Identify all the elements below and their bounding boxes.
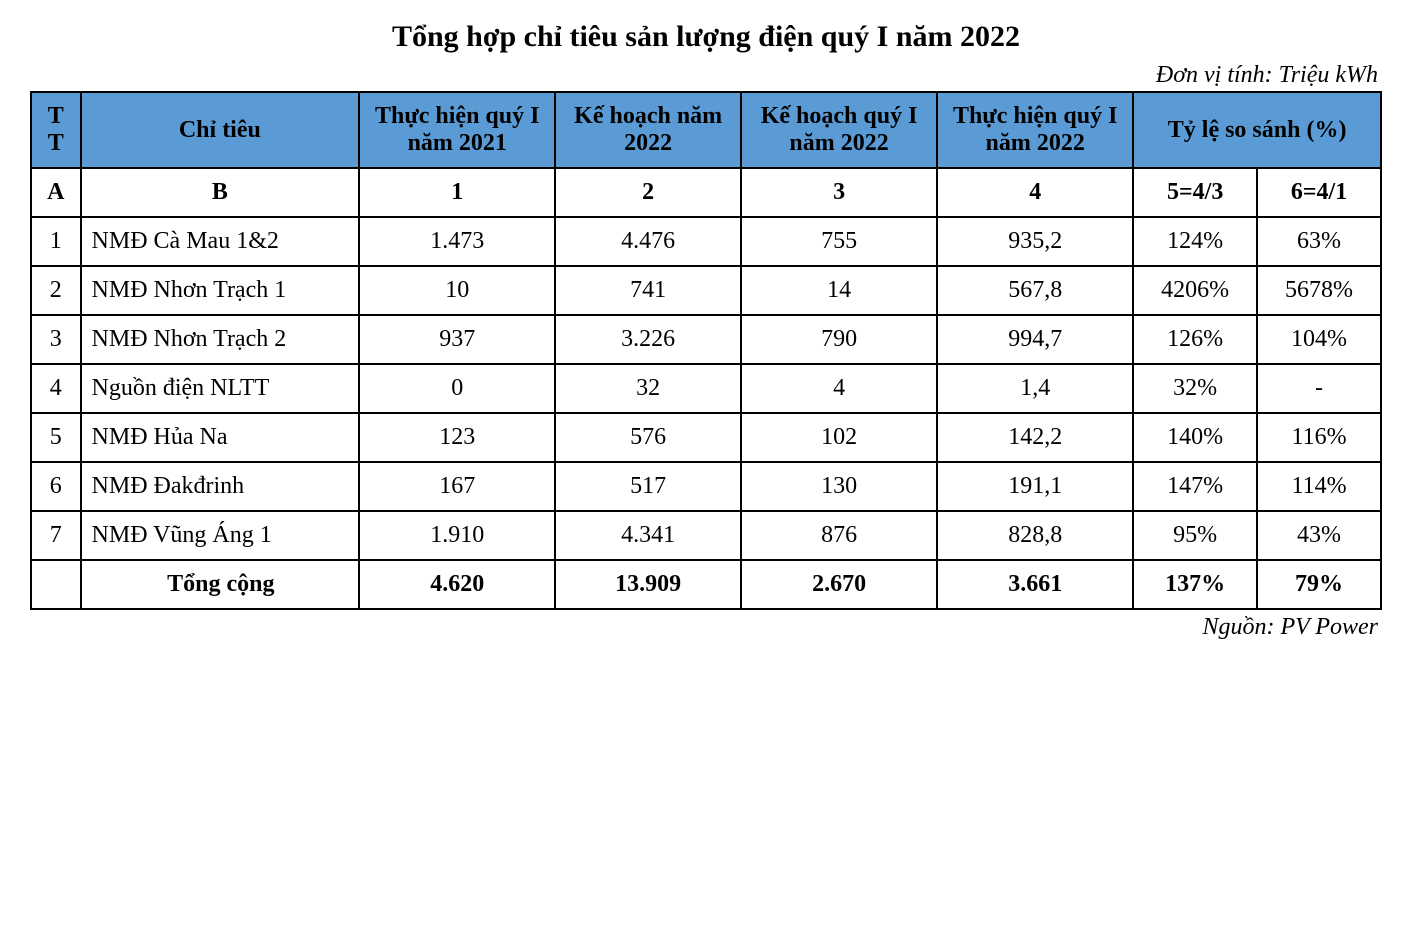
total-name: Tổng cộng (81, 560, 360, 609)
cell-name: NMĐ Nhơn Trạch 1 (81, 266, 360, 315)
cell-c1: 123 (359, 413, 555, 462)
sub-header-row: A B 1 2 3 4 5=4/3 6=4/1 (31, 168, 1381, 217)
col-ratio-header: Tỷ lệ so sánh (%) (1133, 92, 1381, 168)
cell-c6: 5678% (1257, 266, 1381, 315)
total-c5: 137% (1133, 560, 1257, 609)
cell-c4: 567,8 (937, 266, 1133, 315)
col-c1-header: Thực hiện quý I năm 2021 (359, 92, 555, 168)
col-c4-header: Thực hiện quý I năm 2022 (937, 92, 1133, 168)
table-row: 3NMĐ Nhơn Trạch 29373.226790994,7126%104… (31, 315, 1381, 364)
table-row: 2NMĐ Nhơn Trạch 11074114567,84206%5678% (31, 266, 1381, 315)
table-row: 4Nguồn điện NLTT03241,432%- (31, 364, 1381, 413)
cell-c2: 741 (555, 266, 741, 315)
cell-c3: 755 (741, 217, 937, 266)
col-c2-header: Kế hoạch năm 2022 (555, 92, 741, 168)
col-name-header: Chỉ tiêu (81, 92, 360, 168)
cell-name: NMĐ Cà Mau 1&2 (81, 217, 360, 266)
table-row: 5NMĐ Hủa Na123576102142,2140%116% (31, 413, 1381, 462)
sub-c2: 2 (555, 168, 741, 217)
page-title: Tổng hợp chỉ tiêu sản lượng điện quý I n… (30, 20, 1382, 54)
source-label: Nguồn: PV Power (30, 614, 1382, 641)
cell-c1: 167 (359, 462, 555, 511)
cell-c1: 937 (359, 315, 555, 364)
cell-name: Nguồn điện NLTT (81, 364, 360, 413)
cell-tt: 5 (31, 413, 81, 462)
cell-c2: 4.476 (555, 217, 741, 266)
cell-c6: 43% (1257, 511, 1381, 560)
cell-c5: 124% (1133, 217, 1257, 266)
cell-tt: 3 (31, 315, 81, 364)
table-row: 1NMĐ Cà Mau 1&21.4734.476755935,2124%63% (31, 217, 1381, 266)
cell-c3: 876 (741, 511, 937, 560)
cell-name: NMĐ Đakđrinh (81, 462, 360, 511)
cell-c5: 4206% (1133, 266, 1257, 315)
cell-c2: 3.226 (555, 315, 741, 364)
cell-c3: 130 (741, 462, 937, 511)
col-c3-header: Kế hoạch quý I năm 2022 (741, 92, 937, 168)
cell-c4: 994,7 (937, 315, 1133, 364)
cell-c6: 63% (1257, 217, 1381, 266)
cell-c1: 1.910 (359, 511, 555, 560)
cell-tt: 7 (31, 511, 81, 560)
cell-tt: 4 (31, 364, 81, 413)
data-table: TT Chỉ tiêu Thực hiện quý I năm 2021 Kế … (30, 91, 1382, 610)
cell-c1: 0 (359, 364, 555, 413)
total-c3: 2.670 (741, 560, 937, 609)
total-c1: 4.620 (359, 560, 555, 609)
table-body: A B 1 2 3 4 5=4/3 6=4/1 1NMĐ Cà Mau 1&21… (31, 168, 1381, 609)
cell-c3: 102 (741, 413, 937, 462)
total-c4: 3.661 (937, 560, 1133, 609)
cell-c1: 10 (359, 266, 555, 315)
cell-name: NMĐ Hủa Na (81, 413, 360, 462)
cell-c3: 790 (741, 315, 937, 364)
cell-c4: 828,8 (937, 511, 1133, 560)
total-tt (31, 560, 81, 609)
cell-c6: 104% (1257, 315, 1381, 364)
cell-name: NMĐ Nhơn Trạch 2 (81, 315, 360, 364)
cell-c2: 4.341 (555, 511, 741, 560)
sub-c4: 4 (937, 168, 1133, 217)
table-row: 7NMĐ Vũng Áng 11.9104.341876828,895%43% (31, 511, 1381, 560)
cell-c5: 140% (1133, 413, 1257, 462)
table-header: TT Chỉ tiêu Thực hiện quý I năm 2021 Kế … (31, 92, 1381, 168)
cell-c4: 142,2 (937, 413, 1133, 462)
cell-c5: 147% (1133, 462, 1257, 511)
sub-c6: 6=4/1 (1257, 168, 1381, 217)
sub-c3: 3 (741, 168, 937, 217)
cell-name: NMĐ Vũng Áng 1 (81, 511, 360, 560)
cell-c5: 95% (1133, 511, 1257, 560)
cell-c4: 1,4 (937, 364, 1133, 413)
cell-tt: 2 (31, 266, 81, 315)
cell-c4: 935,2 (937, 217, 1133, 266)
cell-tt: 1 (31, 217, 81, 266)
cell-c2: 576 (555, 413, 741, 462)
cell-c1: 1.473 (359, 217, 555, 266)
cell-tt: 6 (31, 462, 81, 511)
sub-c5: 5=4/3 (1133, 168, 1257, 217)
cell-c2: 517 (555, 462, 741, 511)
cell-c2: 32 (555, 364, 741, 413)
total-c6: 79% (1257, 560, 1381, 609)
cell-c6: - (1257, 364, 1381, 413)
col-tt-header: TT (31, 92, 81, 168)
cell-c3: 14 (741, 266, 937, 315)
sub-tt: A (31, 168, 81, 217)
cell-c5: 126% (1133, 315, 1257, 364)
unit-label: Đơn vị tính: Triệu kWh (30, 62, 1382, 89)
cell-c3: 4 (741, 364, 937, 413)
total-c2: 13.909 (555, 560, 741, 609)
table-row: 6NMĐ Đakđrinh167517130191,1147%114% (31, 462, 1381, 511)
cell-c6: 116% (1257, 413, 1381, 462)
cell-c4: 191,1 (937, 462, 1133, 511)
cell-c6: 114% (1257, 462, 1381, 511)
sub-name: B (81, 168, 360, 217)
sub-c1: 1 (359, 168, 555, 217)
total-row: Tổng cộng4.62013.9092.6703.661137%79% (31, 560, 1381, 609)
cell-c5: 32% (1133, 364, 1257, 413)
